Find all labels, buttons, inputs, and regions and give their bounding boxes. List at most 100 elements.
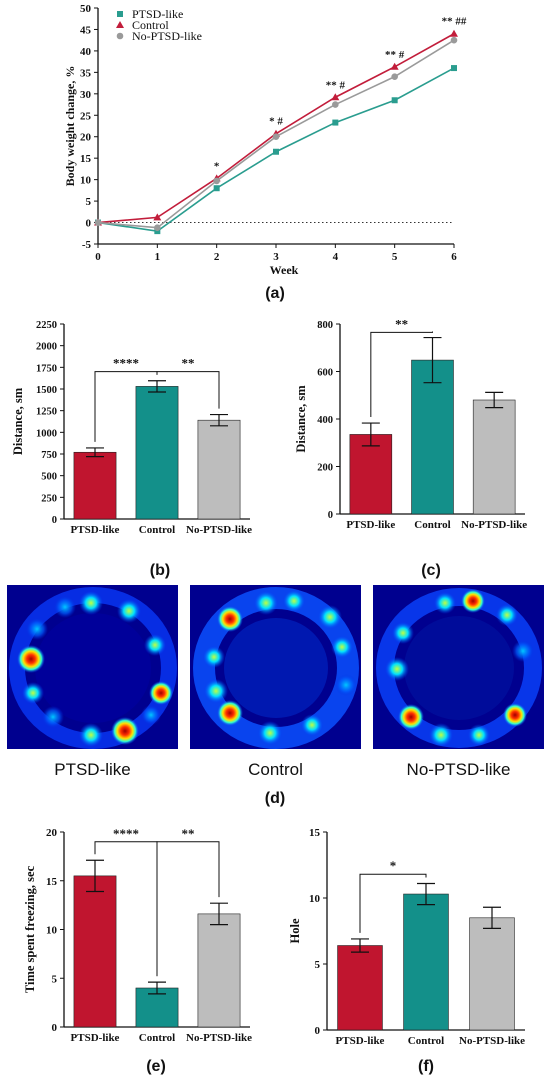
x-tick-label: 5 bbox=[392, 251, 398, 263]
point-control bbox=[450, 29, 458, 37]
bar-control bbox=[411, 359, 454, 515]
point-ptsd-like bbox=[273, 148, 279, 155]
y-tick-label: 5 bbox=[52, 973, 58, 985]
category-label: Control bbox=[414, 519, 450, 531]
panel-f-bar-chart: 0 5 10 15 Hole PTSD-like Control No-PTSD-like * bbox=[275, 820, 550, 1050]
x-tick-label: 3 bbox=[273, 251, 279, 263]
x-tick-label: 2 bbox=[214, 251, 220, 263]
y-axis-title: Distance, sm bbox=[294, 385, 308, 453]
bar-control bbox=[135, 386, 179, 520]
hole-bar-chart: 0 5 10 15 Hole PTSD-like Control No-PTSD-like * bbox=[288, 827, 525, 1047]
bar-ptsd-like bbox=[73, 875, 117, 1028]
y-tick-label: 600 bbox=[317, 368, 333, 379]
y-tick-label: 0 bbox=[52, 1022, 58, 1034]
category-label: No-PTSD-like bbox=[186, 524, 252, 536]
heatmap-label-no-ptsd-like: No-PTSD-like bbox=[406, 760, 511, 779]
bar-no-ptsd-like bbox=[469, 917, 515, 1031]
significance-bracket bbox=[156, 371, 220, 409]
point-no-ptsd-like bbox=[450, 36, 458, 44]
y-tick-label: 2250 bbox=[36, 320, 57, 331]
y-tick-label: 250 bbox=[41, 493, 57, 504]
y-tick-label: 15 bbox=[46, 876, 58, 888]
point-control bbox=[390, 62, 399, 70]
bar-control bbox=[135, 987, 179, 1028]
point-no-ptsd-like bbox=[391, 73, 398, 80]
y-tick-label: 10 bbox=[80, 175, 92, 187]
bar-no-ptsd-like bbox=[472, 399, 516, 515]
y-tick-label: 0 bbox=[328, 510, 333, 521]
heatmap-no-ptsd-like bbox=[373, 585, 544, 749]
y-tick-label: 5 bbox=[315, 959, 321, 971]
y-tick-label: 500 bbox=[41, 472, 57, 483]
bar-no-ptsd-like bbox=[197, 419, 241, 520]
point-ptsd-like bbox=[332, 119, 339, 126]
category-label: No-PTSD-like bbox=[459, 1035, 525, 1047]
y-tick-label: 30 bbox=[80, 89, 92, 101]
significance-annotation: ** # bbox=[326, 79, 346, 91]
point-no-ptsd-like bbox=[332, 101, 339, 108]
significance-stars: ** bbox=[182, 356, 195, 371]
category-label: Control bbox=[139, 1032, 175, 1044]
category-label: No-PTSD-like bbox=[186, 1032, 252, 1044]
bar-no-ptsd-like bbox=[197, 913, 241, 1028]
significance-stars: **** bbox=[113, 356, 139, 371]
heatmap-label-control: Control bbox=[248, 760, 303, 779]
x-axis-title: Week bbox=[270, 263, 299, 277]
y-tick-label: 400 bbox=[317, 415, 333, 426]
bar-ptsd-like bbox=[337, 945, 383, 1031]
y-tick-label: 200 bbox=[317, 463, 333, 474]
category-label: PTSD-like bbox=[336, 1035, 385, 1047]
panel-b-bar-chart: 0 250 500 750 1000 1250 1500 1750 2000 2250 Distan… bbox=[0, 312, 270, 552]
y-tick-label: 1750 bbox=[36, 363, 57, 374]
category-label: Control bbox=[139, 524, 175, 536]
category-label: PTSD-like bbox=[71, 524, 120, 536]
y-tick-label: 0 bbox=[315, 1025, 321, 1037]
y-tick-label: 1500 bbox=[36, 385, 57, 396]
y-tick-label: 2000 bbox=[36, 342, 57, 353]
panel-letter-c: (c) bbox=[421, 562, 441, 579]
y-tick-label: 35 bbox=[80, 67, 92, 79]
point-no-ptsd-like bbox=[213, 177, 220, 185]
distance-bar-chart-b: 0 250 500 750 1000 1250 1500 1750 2000 2250 Distan… bbox=[11, 320, 252, 536]
category-label: No-PTSD-like bbox=[461, 519, 527, 531]
panel-letter-f: (f) bbox=[418, 1058, 434, 1075]
y-tick-label: 0 bbox=[52, 515, 57, 526]
bar-control bbox=[403, 893, 449, 1031]
point-control bbox=[153, 213, 162, 221]
heatmap-ptsd-like bbox=[7, 585, 178, 749]
significance-bracket bbox=[156, 841, 220, 977]
y-tick-label: -5 bbox=[82, 239, 92, 251]
freezing-bar-chart: 0 5 10 15 20 Time spent freezing, sec PTSD-lik… bbox=[23, 826, 252, 1044]
heatmap-label-ptsd-like: PTSD-like bbox=[54, 760, 131, 779]
bar-ptsd-like bbox=[349, 434, 393, 515]
y-tick-label: 15 bbox=[80, 153, 92, 165]
series-line-control bbox=[97, 33, 455, 224]
significance-stars: ** bbox=[182, 826, 195, 841]
significance-annotation: ** # bbox=[385, 49, 405, 61]
panel-letter-b: (b) bbox=[149, 562, 171, 579]
legend-marker-control bbox=[116, 21, 124, 28]
distance-bar-chart-c: 0 200 400 600 800 Distance, sm PTSD-like Contro… bbox=[294, 316, 527, 531]
y-tick-label: 25 bbox=[80, 110, 92, 122]
y-tick-label: 750 bbox=[41, 450, 57, 461]
y-tick-label: 15 bbox=[309, 827, 321, 839]
category-label: PTSD-like bbox=[71, 1032, 120, 1044]
point-ptsd-like bbox=[213, 185, 220, 192]
y-tick-label: 40 bbox=[80, 46, 92, 58]
y-tick-label: 20 bbox=[80, 132, 92, 144]
significance-stars: **** bbox=[113, 826, 139, 841]
point-ptsd-like bbox=[391, 97, 398, 104]
heatmap-control bbox=[190, 585, 361, 749]
point-no-ptsd-like bbox=[272, 133, 280, 141]
legend-label: Control bbox=[132, 18, 169, 32]
panel-a-line-chart: -5 0 5 10 15 20 25 30 35 40 45 50 0 1 2 3 4 5 6 Week Body we… bbox=[0, 0, 550, 280]
significance-annotation: * bbox=[214, 160, 220, 172]
y-tick-label: 0 bbox=[86, 218, 92, 230]
panel-c-bar-chart: 0 200 400 600 800 Distance, sm PTSD-like Contro… bbox=[275, 312, 550, 552]
panel-letter-d: (d) bbox=[264, 790, 286, 807]
category-label: Control bbox=[408, 1035, 444, 1047]
point-ptsd-like bbox=[154, 228, 161, 235]
x-tick-label: 1 bbox=[155, 251, 161, 263]
y-tick-label: 800 bbox=[317, 320, 333, 331]
